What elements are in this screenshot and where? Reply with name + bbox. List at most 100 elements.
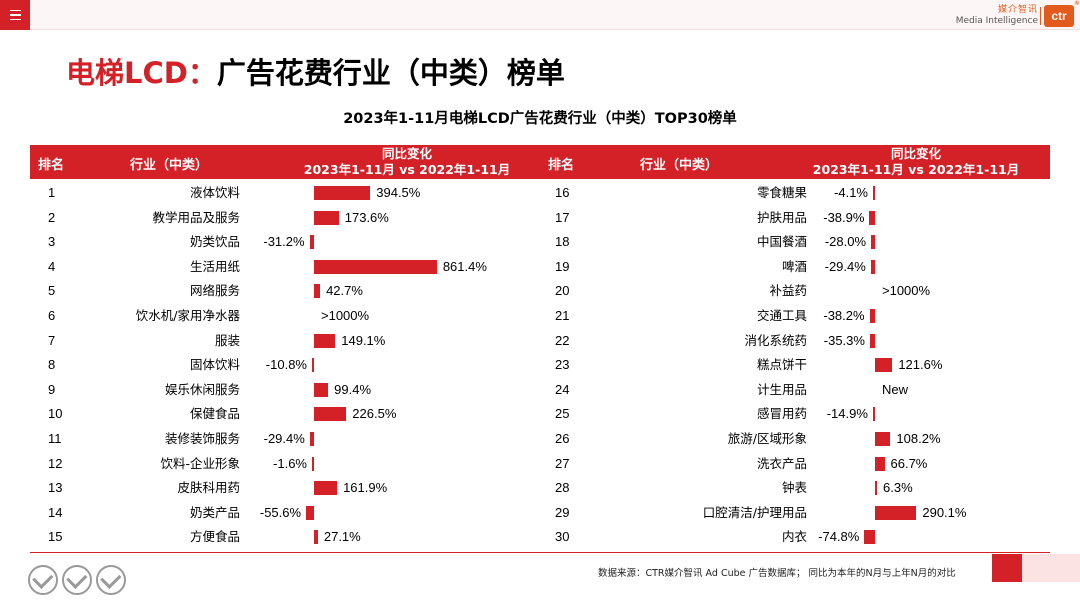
industry-label: 服装 (214, 332, 240, 348)
header-change-right: 同比变化 2023年1-11月 vs 2022年1-11月 (812, 146, 1020, 177)
rank-label: 15 (48, 529, 63, 545)
value-label: 6.3% (883, 480, 913, 496)
industry-label: 奶类饮品 (189, 234, 240, 250)
header-industry-left: 行业（中类） (130, 158, 209, 173)
industry-label: 消化系统药 (744, 332, 807, 348)
value-label: 290.1% (922, 504, 967, 520)
value-label: New (882, 381, 909, 397)
value-label: 121.6% (898, 357, 943, 373)
change-bar (309, 235, 314, 250)
sgs-seal-icon (96, 565, 126, 595)
sgs-seal-icon (28, 565, 58, 595)
rank-label: 9 (48, 381, 56, 397)
change-bar (314, 530, 318, 545)
rank-label: 7 (48, 332, 56, 348)
value-label: 108.2% (896, 431, 941, 446)
industry-label: 保健食品 (189, 406, 240, 422)
rank-label: 18 (555, 234, 570, 250)
page-title: 电梯LCD：广告花费行业（中类）榜单 (66, 50, 565, 92)
rank-label: 12 (48, 455, 63, 471)
change-bar (872, 407, 875, 422)
value-label: 99.4% (334, 381, 372, 397)
industry-label: 液体饮料 (189, 185, 240, 200)
industry-label: 计生用品 (756, 381, 807, 397)
menu-button[interactable] (0, 0, 30, 30)
rank-label: 25 (555, 406, 570, 422)
rank-label: 19 (555, 258, 570, 274)
change-bar (870, 259, 875, 274)
industry-label: 装修装饰服务 (164, 431, 240, 446)
industry-label: 零食糖果 (756, 185, 807, 200)
value-label: >1000% (882, 283, 931, 299)
industry-label: 饮水机/家用净水器 (135, 308, 240, 323)
value-label: 66.7% (890, 455, 928, 471)
change-bar (875, 481, 877, 496)
value-label: 161.9% (343, 480, 388, 496)
rank-label: 17 (555, 209, 570, 225)
rank-label: 8 (48, 357, 56, 373)
rank-label: 4 (48, 258, 56, 274)
industry-label: 奶类产品 (189, 504, 240, 520)
change-bar (314, 259, 437, 274)
page-title-prefix: 电梯LCD： (66, 56, 217, 90)
logo-en-text: Media Intelligence (955, 16, 1038, 26)
change-bar (869, 309, 875, 323)
change-bar (312, 456, 314, 471)
logo-cn-text: 媒介智讯 (997, 5, 1038, 15)
rank-label: 13 (48, 480, 63, 496)
top-bar (30, 0, 1080, 30)
rank-label: 22 (555, 332, 570, 348)
sgs-seal-icon (62, 565, 92, 595)
change-bar (314, 333, 336, 348)
change-bar (314, 382, 329, 397)
industry-label: 啤酒 (781, 258, 807, 274)
change-bar (875, 505, 917, 520)
page-title-rest: 广告花费行业（中类）榜单 (216, 56, 565, 90)
rank-label: 21 (555, 308, 570, 323)
industry-label: 护肤用品 (756, 209, 807, 225)
value-label: -4.1% (834, 185, 868, 200)
change-bar (309, 432, 314, 446)
change-bar (314, 284, 321, 299)
value-label: -28.0% (824, 234, 867, 250)
value-label: -38.9% (823, 209, 865, 225)
change-bar (864, 530, 875, 545)
value-label: -74.8% (818, 529, 860, 545)
value-label: 173.6% (344, 209, 389, 225)
rank-label: 23 (555, 357, 570, 373)
industry-label: 娱乐休闲服务 (164, 381, 240, 397)
logo-mark-icon: ctr ® (1040, 1, 1079, 27)
industry-label: 皮肤科用药 (177, 480, 240, 496)
rank-label: 3 (48, 234, 56, 250)
industry-label: 补益药 (769, 283, 807, 299)
header-industry-right: 行业（中类） (640, 158, 719, 173)
rank-label: 26 (555, 431, 570, 446)
value-label: 394.5% (376, 185, 421, 200)
change-bar (871, 235, 875, 250)
rank-label: 6 (48, 308, 56, 323)
rank-label: 29 (555, 504, 570, 520)
industry-label: 感冒用药 (756, 406, 807, 422)
header-rank-left: 排名 (38, 158, 65, 173)
change-bar (875, 456, 885, 471)
header-change-left: 同比变化 2023年1-11月 vs 2022年1-11月 (303, 146, 511, 177)
industry-label: 固体饮料 (189, 357, 240, 373)
industry-label: 饮料-企业形象 (160, 455, 240, 471)
industry-label: 糕点饼干 (756, 357, 807, 373)
footer-divider (30, 552, 1050, 553)
rank-label: 27 (555, 455, 570, 471)
industry-label: 旅游/区域形象 (727, 431, 807, 446)
rank-label: 1 (48, 185, 56, 200)
value-label: -55.6% (259, 504, 302, 520)
industry-label: 网络服务 (189, 283, 240, 299)
change-bar (869, 333, 875, 348)
ctr-logo: 媒介智讯 Media Intelligence ctr ® (955, 1, 1079, 28)
change-bar (875, 432, 891, 446)
value-label: 27.1% (323, 529, 361, 545)
change-bar (306, 505, 314, 520)
rank-label: 10 (48, 406, 63, 422)
value-label: -29.4% (824, 258, 866, 274)
industry-label: 中国餐酒 (756, 234, 807, 250)
rank-label: 20 (555, 283, 570, 299)
change-bar (314, 407, 347, 422)
